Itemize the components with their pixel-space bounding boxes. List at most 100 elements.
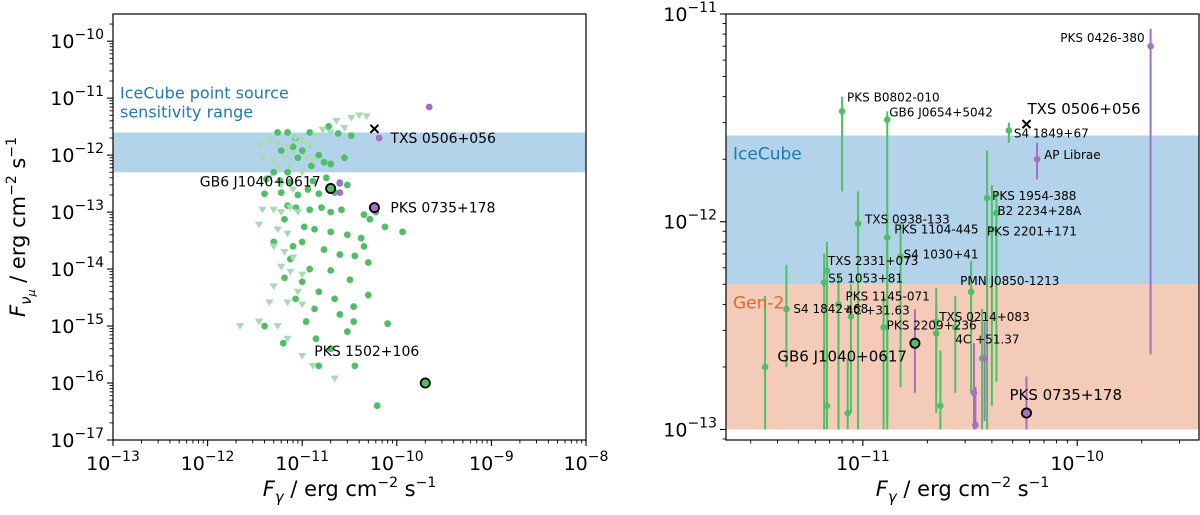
source-label: PKS 1104-445 xyxy=(894,222,978,236)
source-dot xyxy=(306,206,314,214)
sensitivity-band xyxy=(726,135,1199,285)
upper-limit-triangle xyxy=(269,283,278,291)
upper-limit-triangle xyxy=(283,299,292,307)
source-dot xyxy=(315,362,323,370)
upper-limit-triangle xyxy=(273,140,282,148)
upper-limit-triangle xyxy=(288,186,298,194)
axes-frame xyxy=(725,13,1200,441)
upper-limit-triangle xyxy=(308,362,318,370)
data-point xyxy=(838,108,846,115)
upper-limit-triangle xyxy=(340,125,349,132)
upper-limit-triangle xyxy=(277,181,286,189)
upper-limit-triangle xyxy=(277,209,286,216)
x-tick-label: 10−10 xyxy=(370,449,424,475)
upper-limit-triangle xyxy=(254,142,264,149)
upper-limit-triangle xyxy=(283,143,292,151)
source-dot xyxy=(261,190,268,198)
upper-limit-triangle xyxy=(298,352,307,360)
highlighted-source-purple xyxy=(368,202,380,214)
source-dot xyxy=(315,151,323,159)
source-dot xyxy=(351,362,359,370)
sensitivity-band xyxy=(726,284,1199,430)
source-dot xyxy=(338,206,345,214)
upper-limit-triangle xyxy=(362,113,371,121)
data-point xyxy=(951,324,959,331)
source-dot xyxy=(294,191,302,199)
source-label: TXS 2331+073 xyxy=(827,254,918,268)
source-label: PKS 1502+106 xyxy=(314,344,419,360)
source-label: TXS 0506+056 xyxy=(1026,100,1140,118)
cross-marker xyxy=(369,124,380,134)
upper-limit-triangle xyxy=(269,206,278,214)
source-dot xyxy=(279,339,287,347)
highlighted-source xyxy=(909,337,921,349)
data-point xyxy=(835,301,842,308)
upper-limit-triangle xyxy=(298,169,307,177)
source-dot xyxy=(343,328,351,335)
source-dot xyxy=(373,402,381,410)
source-dot xyxy=(281,215,288,223)
sensitivity-band xyxy=(113,132,586,173)
x-tick-label: 10−9 xyxy=(469,449,514,475)
source-label: S4 1849+67 xyxy=(1014,126,1089,140)
source-label: TXS 0938-133 xyxy=(864,213,950,227)
x-tick-label: 10−11 xyxy=(836,449,890,475)
source-dot xyxy=(289,243,297,250)
highlighted-source xyxy=(419,377,431,389)
source-dot xyxy=(302,318,310,325)
upper-limit-triangle xyxy=(288,149,298,157)
source-dot xyxy=(306,129,314,136)
x-tick-label: 10−10 xyxy=(1050,449,1104,475)
source-dot xyxy=(336,251,344,258)
source-label: GB6 J1040+0617 xyxy=(777,347,907,365)
source-dot xyxy=(309,177,317,185)
data-point xyxy=(993,209,1000,217)
upper-limit-triangle xyxy=(286,204,295,212)
source-dot xyxy=(286,178,294,186)
upper-limit-triangle xyxy=(301,154,311,162)
source-dot xyxy=(347,132,355,140)
upper-limit-triangle xyxy=(254,318,264,326)
upper-limit-triangle xyxy=(269,243,278,251)
upper-limit-triangle xyxy=(254,221,264,229)
y-tick-label: 10−11 xyxy=(663,0,717,26)
data-point xyxy=(761,363,769,371)
y-tick-label: 10−14 xyxy=(50,255,104,281)
upper-limit-triangle xyxy=(265,174,274,182)
upper-limit-triangle xyxy=(330,375,339,383)
data-point xyxy=(1033,155,1041,163)
upper-limit-triangle xyxy=(318,126,327,134)
source-dot-purple xyxy=(375,134,383,142)
source-dot xyxy=(304,186,312,193)
upper-limit-triangle xyxy=(273,323,282,330)
band-label: IceCube xyxy=(733,145,802,165)
upper-limit-triangle xyxy=(298,271,307,279)
upper-limit-triangle xyxy=(286,268,295,276)
source-dot xyxy=(274,129,282,136)
upper-limit-triangle xyxy=(277,263,286,271)
y-tick-label: 10−15 xyxy=(50,312,104,338)
data-point xyxy=(783,305,790,313)
data-point xyxy=(932,330,940,337)
upper-limit-triangle xyxy=(293,209,303,216)
y-tick-label: 10−10 xyxy=(50,27,104,53)
source-dot xyxy=(318,204,325,211)
source-dot xyxy=(351,252,359,260)
source-dot xyxy=(336,311,344,318)
upper-limit-triangle xyxy=(258,154,267,162)
data-point xyxy=(883,116,891,123)
source-label: PKS 2209+236 xyxy=(887,318,977,332)
axes-frame xyxy=(112,13,587,441)
source-dot xyxy=(357,234,365,242)
data-point xyxy=(967,288,975,296)
x-axis-title: Fγ / erg cm−2 s−1 xyxy=(263,475,437,506)
source-label: PKS 0735+178 xyxy=(390,201,495,217)
upper-limit-triangle xyxy=(288,254,298,262)
source-dot xyxy=(327,208,335,216)
source-dot-purple xyxy=(336,179,344,187)
upper-limit-triangle xyxy=(347,114,356,122)
source-dot xyxy=(327,160,335,168)
source-dot xyxy=(315,190,323,198)
source-dot xyxy=(341,154,348,162)
